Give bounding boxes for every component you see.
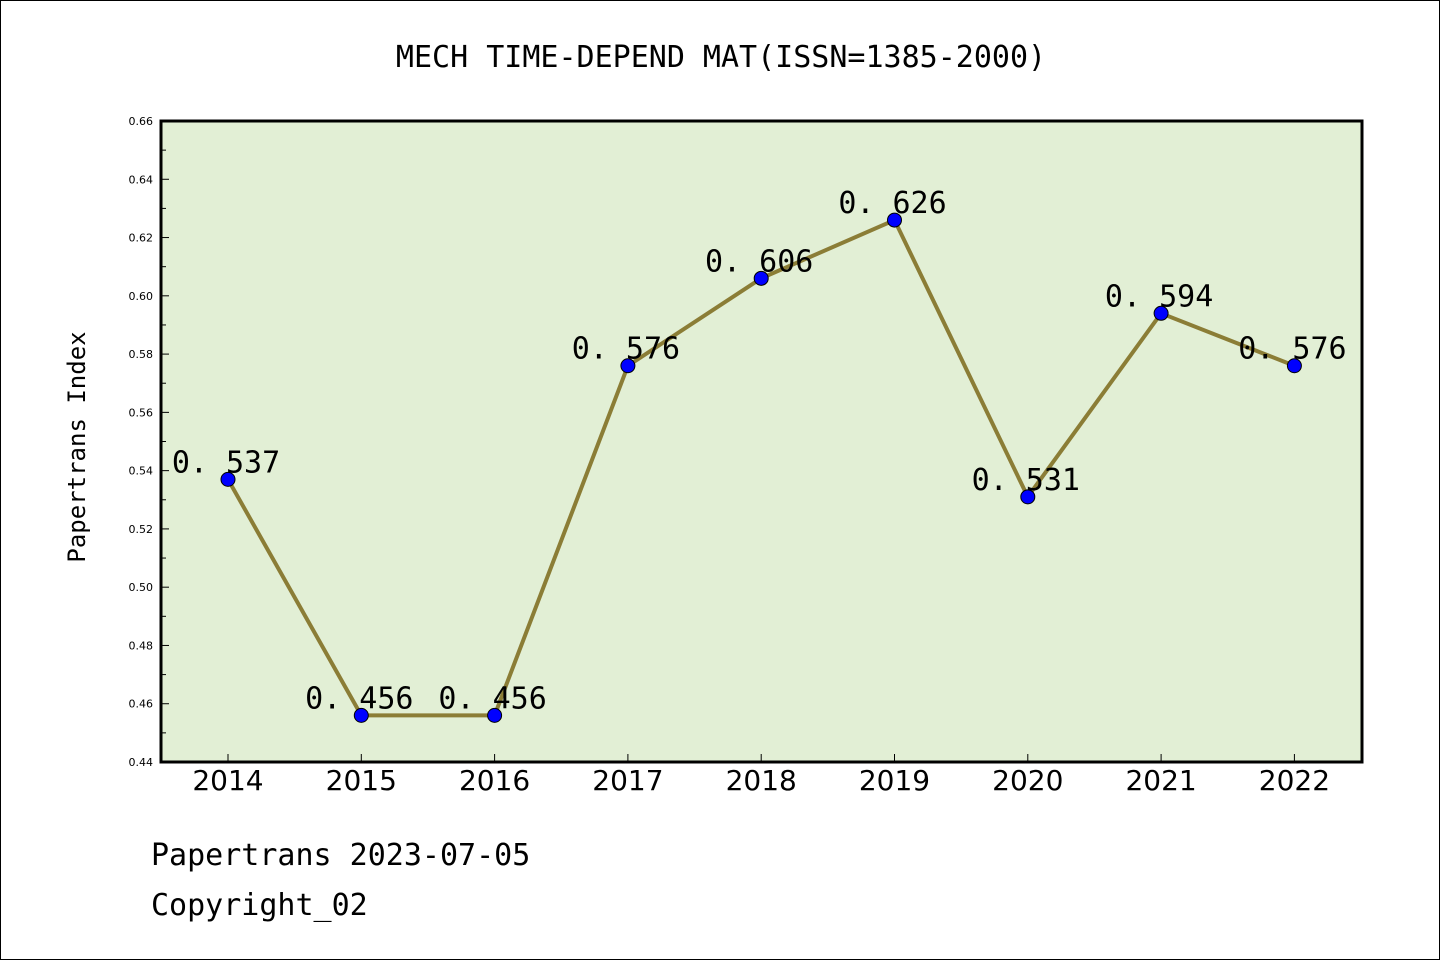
y-tick-label: 0.44 <box>129 756 154 769</box>
footer-copyright: Copyright_02 <box>151 888 368 923</box>
x-tick-label: 2014 <box>192 764 263 797</box>
y-axis-label: Papertrans Index <box>63 331 91 562</box>
data-point-marker <box>887 212 902 228</box>
y-tick-label: 0.60 <box>129 290 154 303</box>
y-tick-label: 0.64 <box>129 173 154 186</box>
data-point-marker <box>1286 358 1302 374</box>
y-tick-label: 0.66 <box>129 115 154 128</box>
y-tick-label: 0.58 <box>129 348 154 361</box>
data-point-marker <box>353 707 369 723</box>
x-tick-label: 2020 <box>992 764 1063 797</box>
y-tick-label: 0.56 <box>129 406 154 419</box>
data-point-marker <box>487 707 503 723</box>
data-label: 0. 576 <box>572 332 680 367</box>
chart-title: MECH TIME-DEPEND MAT(ISSN=1385-2000) <box>396 40 1046 75</box>
x-tick-label: 2018 <box>726 764 797 797</box>
data-label: 0. 576 <box>1238 332 1346 367</box>
y-tick-label: 0.46 <box>129 698 154 711</box>
data-label: 0. 537 <box>172 445 280 480</box>
y-tick-label: 0.54 <box>129 465 154 478</box>
plot-area <box>161 121 1362 762</box>
data-label: 0. 456 <box>305 681 413 716</box>
x-tick-label: 2017 <box>592 764 663 797</box>
data-label: 0. 594 <box>1105 279 1213 314</box>
data-point-marker <box>620 358 636 374</box>
data-point-marker <box>220 471 236 487</box>
data-point-marker <box>1153 305 1169 321</box>
data-label: 0. 626 <box>838 186 946 221</box>
data-label: 0. 606 <box>705 244 813 279</box>
y-tick-label: 0.50 <box>129 581 154 594</box>
data-point-marker <box>753 270 769 286</box>
plot-border <box>159 119 1364 764</box>
x-tick-label: 2019 <box>859 764 930 797</box>
y-tick-label: 0.48 <box>129 639 154 652</box>
x-tick-label: 2016 <box>459 764 530 797</box>
x-tick-label: 2022 <box>1259 764 1330 797</box>
x-tick-label: 2015 <box>326 764 397 797</box>
data-label: 0. 456 <box>438 681 546 716</box>
data-point-marker <box>1020 489 1036 505</box>
y-tick-label: 0.62 <box>129 232 154 245</box>
footer-source: Papertrans 2023-07-05 <box>151 838 530 873</box>
y-tick-label: 0.52 <box>129 523 154 536</box>
x-tick-label: 2021 <box>1125 764 1196 797</box>
data-label: 0. 531 <box>972 463 1080 498</box>
